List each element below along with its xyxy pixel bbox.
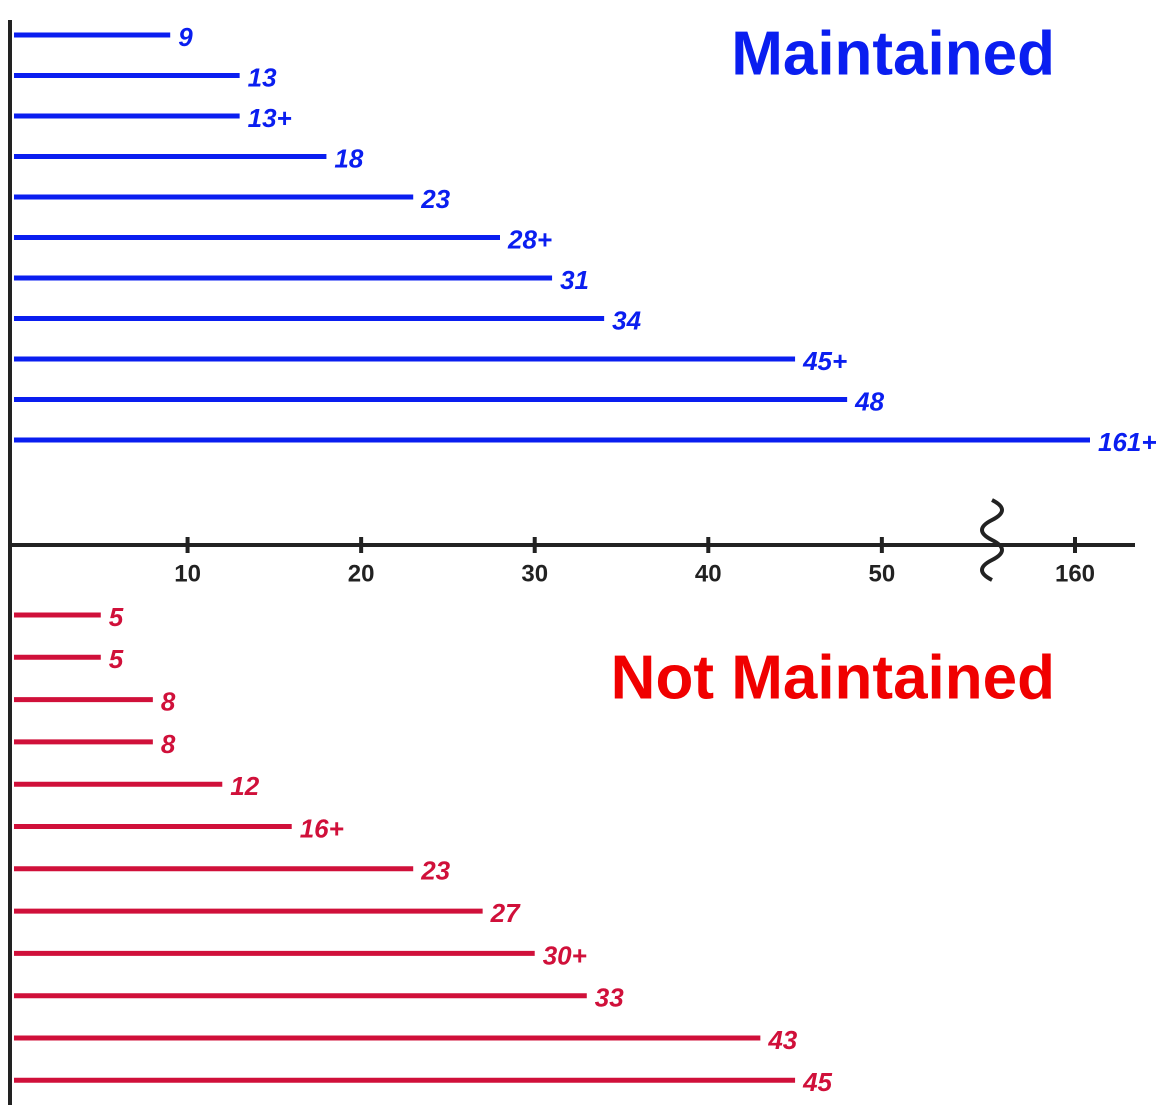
value-label: 8	[161, 729, 176, 759]
value-label: 27	[490, 898, 521, 928]
series-title: Not Maintained	[611, 643, 1055, 712]
value-label: 161+	[1098, 427, 1157, 457]
value-label: 9	[178, 22, 193, 52]
value-label: 45	[802, 1067, 832, 1097]
value-label: 28+	[507, 224, 552, 254]
x-tick-label: 50	[869, 560, 896, 587]
value-label: 31	[560, 265, 589, 295]
x-tick-label: 30	[521, 560, 548, 587]
value-label: 5	[109, 602, 124, 632]
x-tick-label: 160	[1055, 560, 1095, 587]
x-tick-label: 40	[695, 560, 722, 587]
value-label: 23	[420, 856, 450, 886]
axis-break	[982, 500, 1002, 580]
value-label: 30+	[543, 940, 587, 970]
value-label: 45+	[802, 346, 847, 376]
value-label: 18	[334, 143, 363, 173]
series-title: Maintained	[731, 19, 1055, 88]
value-label: 33	[595, 983, 624, 1013]
value-label: 5	[109, 644, 124, 674]
value-label: 12	[230, 771, 259, 801]
value-label: 23	[420, 184, 450, 214]
x-tick-label: 10	[174, 560, 201, 587]
value-label: 8	[161, 686, 176, 716]
value-label: 13+	[248, 103, 292, 133]
value-label: 16+	[300, 813, 344, 843]
value-label: 48	[854, 386, 884, 416]
value-label: 43	[767, 1025, 797, 1055]
page: Maintained Not Maintained 10 20 30 40 50 160 9…	[0, 0, 1170, 1108]
chart: Maintained Not Maintained 10 20 30 40 50 160 9…	[0, 0, 1170, 1108]
value-label: 34	[612, 305, 641, 335]
value-label: 13	[248, 62, 277, 92]
x-tick-label: 20	[348, 560, 375, 587]
